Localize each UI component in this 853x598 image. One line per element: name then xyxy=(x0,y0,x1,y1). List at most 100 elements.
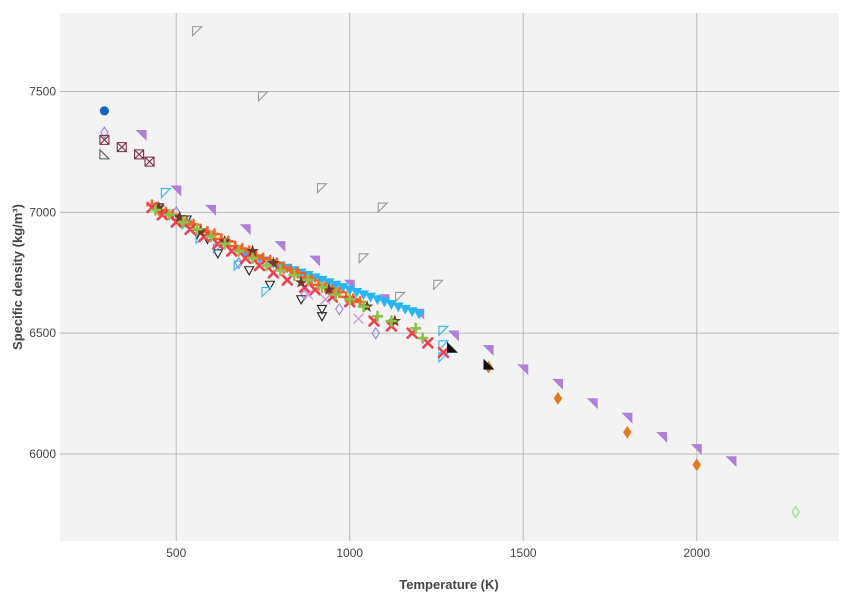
data-point xyxy=(552,378,563,390)
data-point xyxy=(192,26,203,37)
data-point xyxy=(177,216,189,228)
data-point xyxy=(267,256,280,269)
data-point xyxy=(343,279,355,291)
data-point xyxy=(156,208,169,221)
data-point xyxy=(295,295,307,305)
data-point xyxy=(99,106,110,116)
data-point xyxy=(377,202,389,214)
data-point xyxy=(170,185,182,197)
data-point xyxy=(438,340,450,352)
x-tick-label: 500 xyxy=(166,546,186,560)
data-point xyxy=(160,187,172,199)
data-point xyxy=(692,458,701,472)
series-plus xyxy=(149,204,429,344)
data-point xyxy=(173,210,186,223)
data-point xyxy=(99,148,111,160)
data-point xyxy=(264,280,276,291)
series-diamond xyxy=(484,360,701,472)
data-point xyxy=(433,279,445,291)
data-point xyxy=(163,208,176,221)
data-point xyxy=(409,322,422,335)
data-point xyxy=(257,91,269,103)
series-diamond xyxy=(791,505,800,519)
data-point xyxy=(239,224,251,236)
y-tick-label: 7000 xyxy=(29,205,56,219)
data-point xyxy=(205,230,217,243)
data-point xyxy=(330,288,342,301)
data-point xyxy=(353,313,364,324)
data-point xyxy=(134,149,145,160)
data-point xyxy=(225,245,238,257)
data-point xyxy=(621,412,633,424)
tick-labels: 500 1000 1500 2000 6000 6500 7000 7500 xyxy=(29,85,710,560)
data-point xyxy=(149,204,162,216)
data-point xyxy=(274,264,287,277)
y-tick-label: 6500 xyxy=(29,326,56,340)
data-point xyxy=(357,300,370,313)
data-point xyxy=(316,312,328,322)
data-points xyxy=(99,26,800,519)
data-point xyxy=(212,249,224,260)
data-point xyxy=(309,255,321,267)
data-point xyxy=(302,274,314,286)
data-point xyxy=(243,266,255,276)
data-point xyxy=(144,156,155,167)
data-point xyxy=(690,444,702,456)
data-point xyxy=(395,291,406,303)
data-point xyxy=(335,302,344,316)
plot-area xyxy=(60,13,839,541)
x-axis-title: Temperature (K) xyxy=(399,577,498,592)
series-square-x xyxy=(99,134,155,167)
data-point xyxy=(219,237,231,250)
data-point xyxy=(438,325,450,337)
series-tri-ul xyxy=(192,26,445,303)
series-circle xyxy=(99,106,110,116)
data-point xyxy=(260,259,273,272)
data-point xyxy=(517,364,529,376)
data-point xyxy=(447,341,458,353)
data-point xyxy=(791,505,800,519)
x-tick-label: 1000 xyxy=(336,546,363,560)
data-point xyxy=(191,223,203,236)
data-point xyxy=(100,126,109,140)
data-point xyxy=(656,432,668,443)
data-point xyxy=(274,241,286,253)
data-point xyxy=(437,346,450,359)
data-point xyxy=(99,134,110,145)
data-point xyxy=(253,259,266,272)
data-point xyxy=(316,183,328,195)
data-point xyxy=(385,315,398,327)
data-point xyxy=(233,260,245,272)
grid xyxy=(60,13,839,541)
data-point xyxy=(343,293,356,306)
data-point xyxy=(316,304,328,315)
y-tick-label: 7500 xyxy=(29,85,56,99)
series-x xyxy=(302,289,364,324)
y-axis-title: Specific density (kg/m³) xyxy=(10,204,25,350)
data-point xyxy=(281,274,294,286)
data-point xyxy=(288,269,301,281)
data-point xyxy=(725,456,737,468)
data-point xyxy=(205,204,216,216)
data-point xyxy=(302,289,314,300)
data-point xyxy=(135,129,147,141)
data-point xyxy=(246,252,259,265)
data-point xyxy=(448,330,459,342)
data-point xyxy=(371,326,381,340)
series-tri-ll xyxy=(99,148,111,160)
data-point xyxy=(316,281,328,294)
x-tick-label: 1500 xyxy=(510,546,537,560)
data-point xyxy=(358,253,370,265)
data-point xyxy=(483,358,495,370)
series-tri-ll xyxy=(447,341,495,370)
series-tri-down xyxy=(240,249,425,320)
data-point xyxy=(553,392,563,405)
data-point xyxy=(371,310,384,323)
y-tick-label: 6000 xyxy=(29,447,56,461)
data-point xyxy=(239,252,252,265)
data-point xyxy=(416,332,429,344)
data-point xyxy=(320,294,331,305)
data-point xyxy=(261,287,273,298)
data-point xyxy=(482,345,494,356)
